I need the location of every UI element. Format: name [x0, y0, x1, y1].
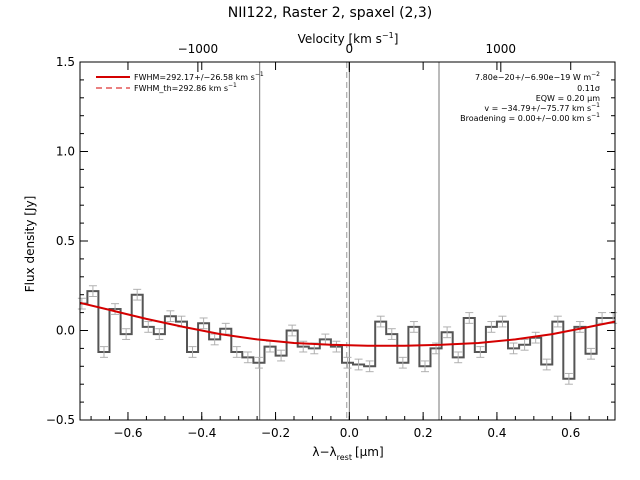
errorbar-33 — [443, 326, 452, 339]
errorbar-45 — [575, 321, 584, 333]
annotation-sigma: 0.11σ — [577, 84, 600, 93]
annotation-flux: 7.80e−20+/−6.90e−19 W m−2 — [475, 71, 600, 82]
annotation-sigma-text: 0.11σ — [577, 84, 600, 93]
annotation-broadening-sup: −1 — [591, 112, 600, 119]
errorbar-24 — [343, 356, 352, 369]
legend-entry-fwhm-text: FWHM=292.17+/−26.58 km s — [134, 73, 255, 82]
errorbar-7 — [155, 328, 164, 340]
fit-curve — [79, 301, 616, 347]
errorbar-5 — [133, 288, 142, 301]
legend-entry-fwhm-th-text: FWHM_th=292.86 km s — [134, 84, 228, 93]
legend-entry-fwhm-th-sup: −1 — [228, 82, 237, 89]
axes: −0.6 −0.4 −0.2 0.0 0.2 0.4 0.6 −1000 0 1000 −0.5 0.… — [46, 42, 616, 440]
errorbar-3 — [111, 303, 120, 315]
errorbar-10 — [188, 346, 197, 358]
errorbar-36 — [476, 346, 485, 358]
legend-entry-fwhm-th: FWHM_th=292.86 km s−1 — [134, 82, 237, 93]
errorbar-30 — [409, 321, 418, 333]
errorbar-39 — [509, 342, 518, 355]
errorbar-15 — [243, 351, 252, 364]
errorbar-2 — [99, 346, 108, 358]
x-tick-label-4: 0.2 — [414, 426, 433, 440]
plot-area — [77, 62, 618, 420]
errorbar-29 — [398, 356, 407, 369]
errorbar-16 — [254, 356, 263, 369]
top-axis-label-text: Velocity [km s — [298, 32, 382, 46]
annotation-broadening-text: Broadening = 0.00+/−0.00 km s — [460, 114, 591, 123]
x-tick-label-3: 0.0 — [340, 426, 359, 440]
annotation-broadening: Broadening = 0.00+/−0.00 km s−1 — [460, 112, 600, 123]
x-tick-label-0: −0.6 — [113, 426, 142, 440]
errorbar-35 — [465, 312, 474, 324]
annotation-flux-sup: −2 — [591, 71, 600, 78]
top-tick-label-1: 0 — [346, 42, 354, 56]
errorbar-8 — [166, 310, 175, 323]
errorbar-6 — [144, 321, 153, 333]
annotation-eqw: EQW = 0.20 μm — [536, 94, 600, 103]
svg-text:λ−λrest[μm]: λ−λrest [μm] — [312, 445, 383, 462]
annotation-velocity: v = −34.79+/−75.77 km s−1 — [484, 102, 600, 113]
y-tick-label-3: 1.0 — [56, 145, 75, 159]
legend-entry-fwhm-sup: −1 — [255, 71, 264, 78]
y-axis-label: Flux density [Jy] — [23, 196, 37, 293]
errorbar-27 — [376, 315, 385, 328]
errorbar-34 — [454, 351, 463, 364]
errorbar-42 — [542, 358, 551, 371]
errorbar-19 — [288, 324, 297, 337]
errorbar-25 — [354, 358, 363, 371]
annotations: 7.80e−20+/−6.90e−19 W m−2 0.11σ EQW = 0.… — [460, 71, 600, 123]
errorbar-11 — [199, 317, 208, 330]
legend: FWHM=292.17+/−26.58 km s−1 FWHM_th=292.8… — [96, 71, 264, 93]
annotation-eqw-text: EQW = 0.20 μm — [536, 94, 600, 103]
x-axis-label-unit: [μm] — [355, 445, 384, 459]
top-tick-label-2: 1000 — [486, 42, 517, 56]
annotation-velocity-text: v = −34.79+/−75.77 km s — [484, 104, 591, 113]
errorbar-1 — [88, 285, 97, 297]
y-tick-label-1: 0.0 — [56, 324, 75, 338]
x-tick-label-2: −0.2 — [261, 426, 290, 440]
top-axis-label-end: ] — [394, 32, 399, 46]
errorbar-18 — [277, 349, 286, 362]
errorbar-38 — [498, 315, 507, 328]
errorbar-26 — [365, 360, 374, 373]
chart-title: NII122, Raster 2, spaxel (2,3) — [228, 5, 433, 21]
errorbar-43 — [553, 315, 562, 328]
errorbar-46 — [587, 347, 596, 360]
x-axis-label-text: λ−λ — [312, 445, 336, 459]
top-axis-label-sup: −1 — [382, 31, 394, 40]
errorbar-23 — [332, 340, 341, 353]
errorbar-41 — [531, 331, 540, 344]
errorbar-44 — [564, 372, 573, 385]
spectrum-step-line — [80, 290, 615, 380]
top-tick-label-0: −1000 — [178, 42, 219, 56]
x-axis-label-sub: rest — [337, 453, 352, 462]
y-tick-label-4: 1.5 — [56, 55, 75, 69]
errorbar-28 — [387, 328, 396, 340]
errorbar-14 — [232, 346, 241, 358]
x-tick-label-5: 0.4 — [487, 426, 506, 440]
legend-entry-fwhm: FWHM=292.17+/−26.58 km s−1 — [134, 71, 264, 82]
annotation-velocity-sup: −1 — [591, 102, 600, 109]
y-tick-label-0: −0.5 — [46, 413, 75, 427]
y-tick-label-2: 0.5 — [56, 234, 75, 248]
annotation-flux-text: 7.80e−20+/−6.90e−19 W m — [475, 73, 591, 82]
errorbar-4 — [122, 328, 131, 340]
errorbar-31 — [420, 360, 429, 373]
errorbar-37 — [487, 321, 496, 333]
svg-text:Velocity [km s−1]: Velocity [km s−1] — [298, 31, 399, 46]
x-tick-label-6: 0.6 — [561, 426, 580, 440]
x-tick-label-1: −0.4 — [187, 426, 216, 440]
x-axis-label: λ−λrest [μm] — [312, 445, 383, 462]
top-axis-label: Velocity [km s−1] — [298, 31, 399, 46]
